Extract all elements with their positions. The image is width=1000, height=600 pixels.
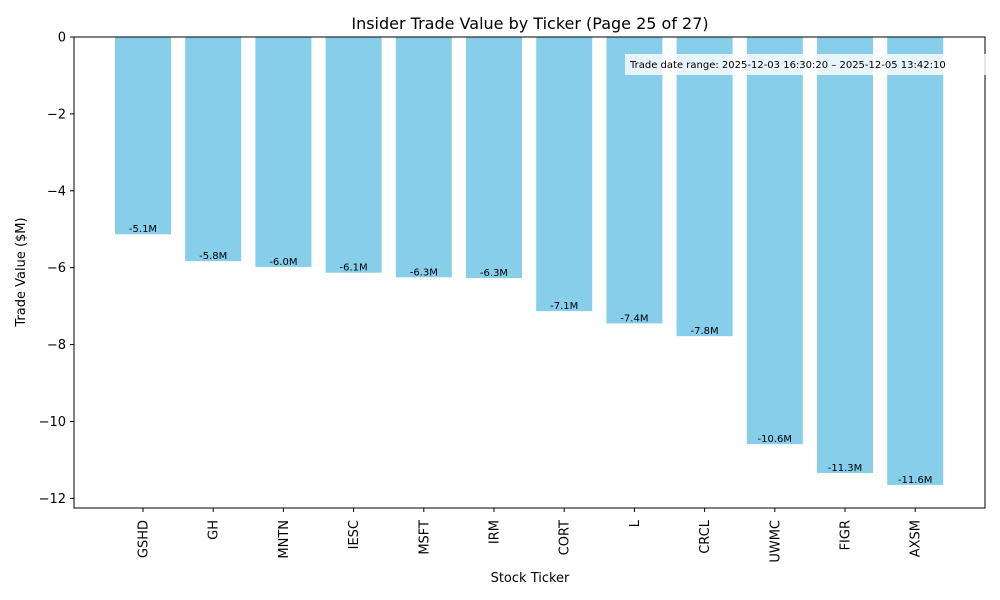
- x-tick-label: FIGR: [839, 520, 854, 550]
- x-tick-label: GSHD: [137, 520, 152, 558]
- y-tick-label: −4: [47, 184, 66, 199]
- bar-cort: [536, 37, 593, 312]
- y-tick-label: −6: [47, 261, 66, 276]
- y-tick-label: 0: [58, 31, 66, 46]
- data-label: -11.3M: [828, 463, 863, 474]
- y-tick-label: −2: [47, 107, 66, 122]
- bar-uwmc: [746, 37, 803, 445]
- x-tick-label: IRM: [488, 520, 503, 544]
- bar-iesc: [325, 37, 382, 273]
- annotation-text: Trade date range: 2025-12-03 16:30:20 – …: [629, 60, 946, 71]
- bar-irm: [466, 37, 522, 279]
- bars-group: [115, 37, 944, 485]
- y-axis: 0 −2 −4 −6 −8 −10 −12: [39, 31, 74, 507]
- data-label: -10.6M: [758, 434, 793, 445]
- bar-msft: [395, 37, 452, 278]
- x-tick-label: CRCL: [698, 519, 713, 554]
- x-tick-label: AXSM: [909, 520, 924, 557]
- data-label: -7.4M: [620, 313, 648, 324]
- y-tick-label: −12: [39, 492, 66, 507]
- plot-frame: [73, 36, 986, 509]
- bar-gh: [185, 37, 242, 262]
- x-axis-label: Stock Ticker: [491, 571, 570, 586]
- data-label: -11.6M: [898, 475, 933, 486]
- bar-l: [606, 37, 663, 324]
- y-tick-label: −10: [39, 415, 66, 430]
- data-label: -5.1M: [129, 224, 157, 235]
- chart-title: Insider Trade Value by Ticker (Page 25 o…: [351, 14, 708, 33]
- data-label: -5.8M: [199, 251, 227, 262]
- x-tick-label: L: [628, 519, 643, 527]
- data-label: -6.1M: [340, 263, 368, 274]
- y-tick-label: −8: [47, 338, 66, 353]
- data-label: -7.8M: [691, 326, 719, 337]
- x-tick-label: CORT: [558, 520, 573, 555]
- data-label: -6.3M: [410, 267, 438, 278]
- bar-mntn: [255, 37, 312, 267]
- data-label: -7.1M: [550, 301, 578, 312]
- date-range-annotation: Trade date range: 2025-12-03 16:30:20 – …: [625, 54, 986, 75]
- annotation-box: [625, 54, 986, 75]
- x-tick-label: GH: [207, 520, 222, 540]
- x-tick-label: IESC: [347, 520, 362, 549]
- bar-crcl: [676, 37, 733, 337]
- x-tick-label: MSFT: [417, 520, 432, 555]
- bar-gshd: [115, 37, 171, 235]
- y-axis-label: Trade Value ($M): [14, 217, 29, 327]
- data-label: -6.3M: [480, 268, 508, 279]
- x-tick-label: UWMC: [768, 520, 783, 563]
- data-labels-group: -5.1M -5.8M -6.0M -6.1M -6.3M -6.3M -7.1M -7.4M…: [129, 224, 933, 486]
- bar-figr: [817, 37, 873, 474]
- bar-axsm: [887, 37, 944, 485]
- x-axis: GSHD GH MNTN IESC MSFT IRM CORT L CRCL UWMC FIGR AX…: [137, 508, 924, 563]
- data-label: -6.0M: [269, 257, 297, 268]
- x-tick-label: MNTN: [277, 520, 292, 559]
